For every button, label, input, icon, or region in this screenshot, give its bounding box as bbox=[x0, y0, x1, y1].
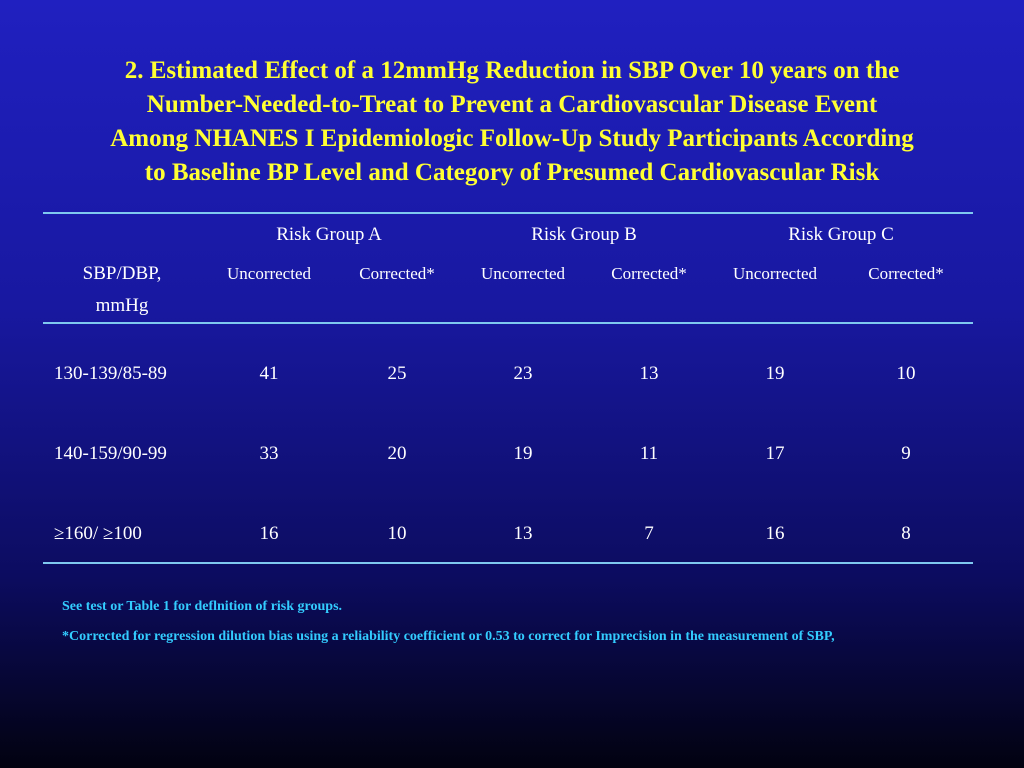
subheader-uncorrected-b: Uncorrected bbox=[480, 264, 566, 283]
table-cell: 33 bbox=[259, 443, 279, 464]
title-line: Among NHANES I Epidemiologic Follow-Up S… bbox=[110, 125, 914, 152]
table-cell: 9 bbox=[901, 443, 911, 464]
subheader-uncorrected-a: Uncorrected bbox=[226, 264, 312, 283]
title-line: 2. Estimated Effect of a 12mmHg Reductio… bbox=[124, 57, 900, 84]
table-cell: 16 bbox=[259, 523, 279, 544]
header-rule bbox=[43, 322, 973, 324]
row-label: 140-159/90-99 bbox=[54, 443, 167, 464]
footnote-risk-groups: See test or Table 1 for deflnition of ri… bbox=[62, 599, 343, 614]
footnote-correction: *Corrected for regression dilution bias … bbox=[62, 629, 835, 644]
row-label: 130-139/85-89 bbox=[54, 363, 167, 384]
title-line: Number-Needed-to-Treat to Prevent a Card… bbox=[146, 91, 878, 118]
table-cell: 7 bbox=[644, 523, 654, 544]
table-cell: 10 bbox=[896, 363, 916, 384]
table-cell: 16 bbox=[765, 523, 785, 544]
table-cell: 10 bbox=[387, 523, 407, 544]
table-cell: 17 bbox=[765, 443, 785, 464]
table-cell: 13 bbox=[639, 363, 659, 384]
table-cell: 25 bbox=[387, 363, 407, 384]
row-label: ≥160/ ≥100 bbox=[54, 523, 142, 544]
table-top-rule bbox=[43, 212, 973, 214]
row-header: SBP/DBP, mmHg bbox=[83, 258, 162, 322]
title-line: to Baseline BP Level and Category of Pre… bbox=[144, 159, 880, 186]
subheader-uncorrected-c: Uncorrected bbox=[732, 264, 818, 283]
table-cell: 13 bbox=[513, 523, 533, 544]
table-cell: 41 bbox=[259, 363, 279, 384]
table-bottom-rule bbox=[43, 562, 973, 564]
group-header-c: Risk Group C bbox=[788, 224, 894, 245]
table-cell: 20 bbox=[387, 443, 407, 464]
subheader-corrected-c: Corrected* bbox=[868, 264, 944, 283]
table-cell: 8 bbox=[901, 523, 911, 544]
table-cell: 23 bbox=[513, 363, 533, 384]
table-cell: 19 bbox=[513, 443, 533, 464]
group-header-b: Risk Group B bbox=[531, 224, 637, 245]
subheader-corrected-a: Corrected* bbox=[359, 264, 435, 283]
row-header-line: SBP/DBP, bbox=[82, 263, 162, 284]
row-header-line: mmHg bbox=[95, 295, 149, 316]
subheader-corrected-b: Corrected* bbox=[611, 264, 687, 283]
group-header-a: Risk Group A bbox=[276, 224, 382, 245]
table-cell: 19 bbox=[765, 363, 785, 384]
table-cell: 11 bbox=[639, 443, 659, 464]
slide-title: 2. Estimated Effect of a 12mmHg Reductio… bbox=[40, 54, 984, 190]
